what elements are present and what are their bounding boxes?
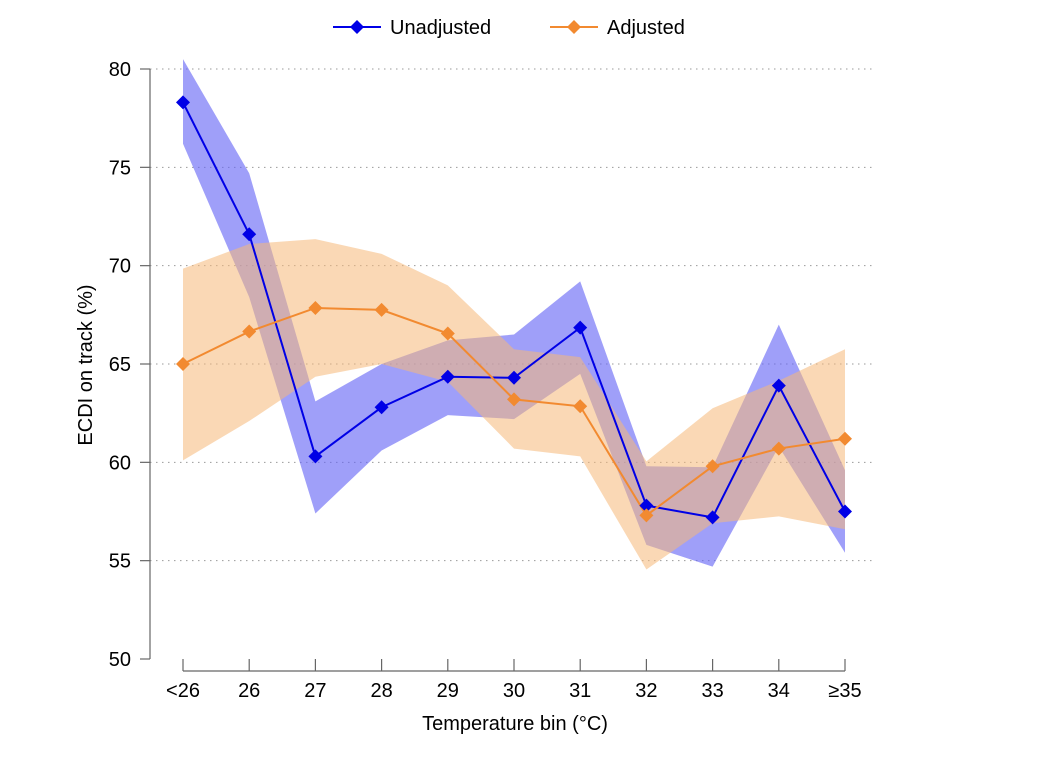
x-axis-label: Temperature bin (°C) xyxy=(422,713,608,735)
x-tick-label-5: 30 xyxy=(503,680,525,702)
marker-adjusted-7 xyxy=(639,508,654,523)
marker-adjusted-8 xyxy=(705,459,720,474)
marker-unadjusted-5 xyxy=(507,370,521,385)
marker-adjusted-4 xyxy=(440,326,455,341)
marker-adjusted-9 xyxy=(771,441,786,456)
x-tick-label-3: 28 xyxy=(370,680,392,702)
x-tick-label-6: 31 xyxy=(569,680,591,702)
x-tick-label-2: 27 xyxy=(304,680,326,702)
marker-adjusted-5 xyxy=(507,392,521,407)
marker-adjusted-10 xyxy=(838,431,852,446)
y-tick-label-55: 55 xyxy=(109,551,131,573)
x-tick-label-1: 26 xyxy=(238,680,260,702)
marker-unadjusted-8 xyxy=(705,510,720,525)
legend-marker-unadjusted xyxy=(350,20,364,34)
marker-unadjusted-10 xyxy=(838,504,852,519)
marker-unadjusted-2 xyxy=(308,449,323,464)
legend-label-adjusted: Adjusted xyxy=(607,17,685,39)
y-tick-label-75: 75 xyxy=(109,157,131,179)
y-tick-label-65: 65 xyxy=(109,354,131,376)
marker-adjusted-0 xyxy=(176,357,190,371)
legend-label-unadjusted: Unadjusted xyxy=(390,17,491,39)
x-tick-label-8: 33 xyxy=(701,680,723,702)
x-tick-label-7: 32 xyxy=(635,680,657,702)
axes: 50 55 60 65 70 75 80 <26 26 27 28 29 30 31 32 33 34 ≥35 xyxy=(109,59,862,702)
legend: Unadjusted Adjusted xyxy=(333,17,685,39)
marker-unadjusted-9 xyxy=(771,378,786,393)
marker-unadjusted-4 xyxy=(440,369,455,384)
x-tick-label-9: 34 xyxy=(768,680,790,702)
legend-marker-adjusted xyxy=(567,20,581,34)
marker-adjusted-3 xyxy=(374,302,389,317)
x-tick-label-0: <26 xyxy=(166,680,200,702)
y-tick-label-70: 70 xyxy=(109,256,131,278)
y-tick-label-60: 60 xyxy=(109,452,131,474)
x-tick-label-4: 29 xyxy=(437,680,459,702)
y-tick-label-80: 80 xyxy=(109,59,131,81)
marker-adjusted-2 xyxy=(308,300,323,315)
y-tick-label-50: 50 xyxy=(109,649,131,671)
series-markers xyxy=(176,95,852,525)
marker-adjusted-6 xyxy=(573,399,588,414)
band-unadjusted xyxy=(183,59,845,567)
marker-unadjusted-6 xyxy=(573,320,588,335)
confidence-bands xyxy=(183,59,845,570)
marker-unadjusted-3 xyxy=(374,400,389,415)
marker-unadjusted-1 xyxy=(242,227,257,242)
marker-unadjusted-0 xyxy=(176,95,190,110)
y-axis-label: ECDI on track (%) xyxy=(75,284,97,445)
marker-unadjusted-7 xyxy=(639,498,654,513)
marker-adjusted-1 xyxy=(242,324,257,339)
x-tick-label-10: ≥35 xyxy=(828,680,861,702)
